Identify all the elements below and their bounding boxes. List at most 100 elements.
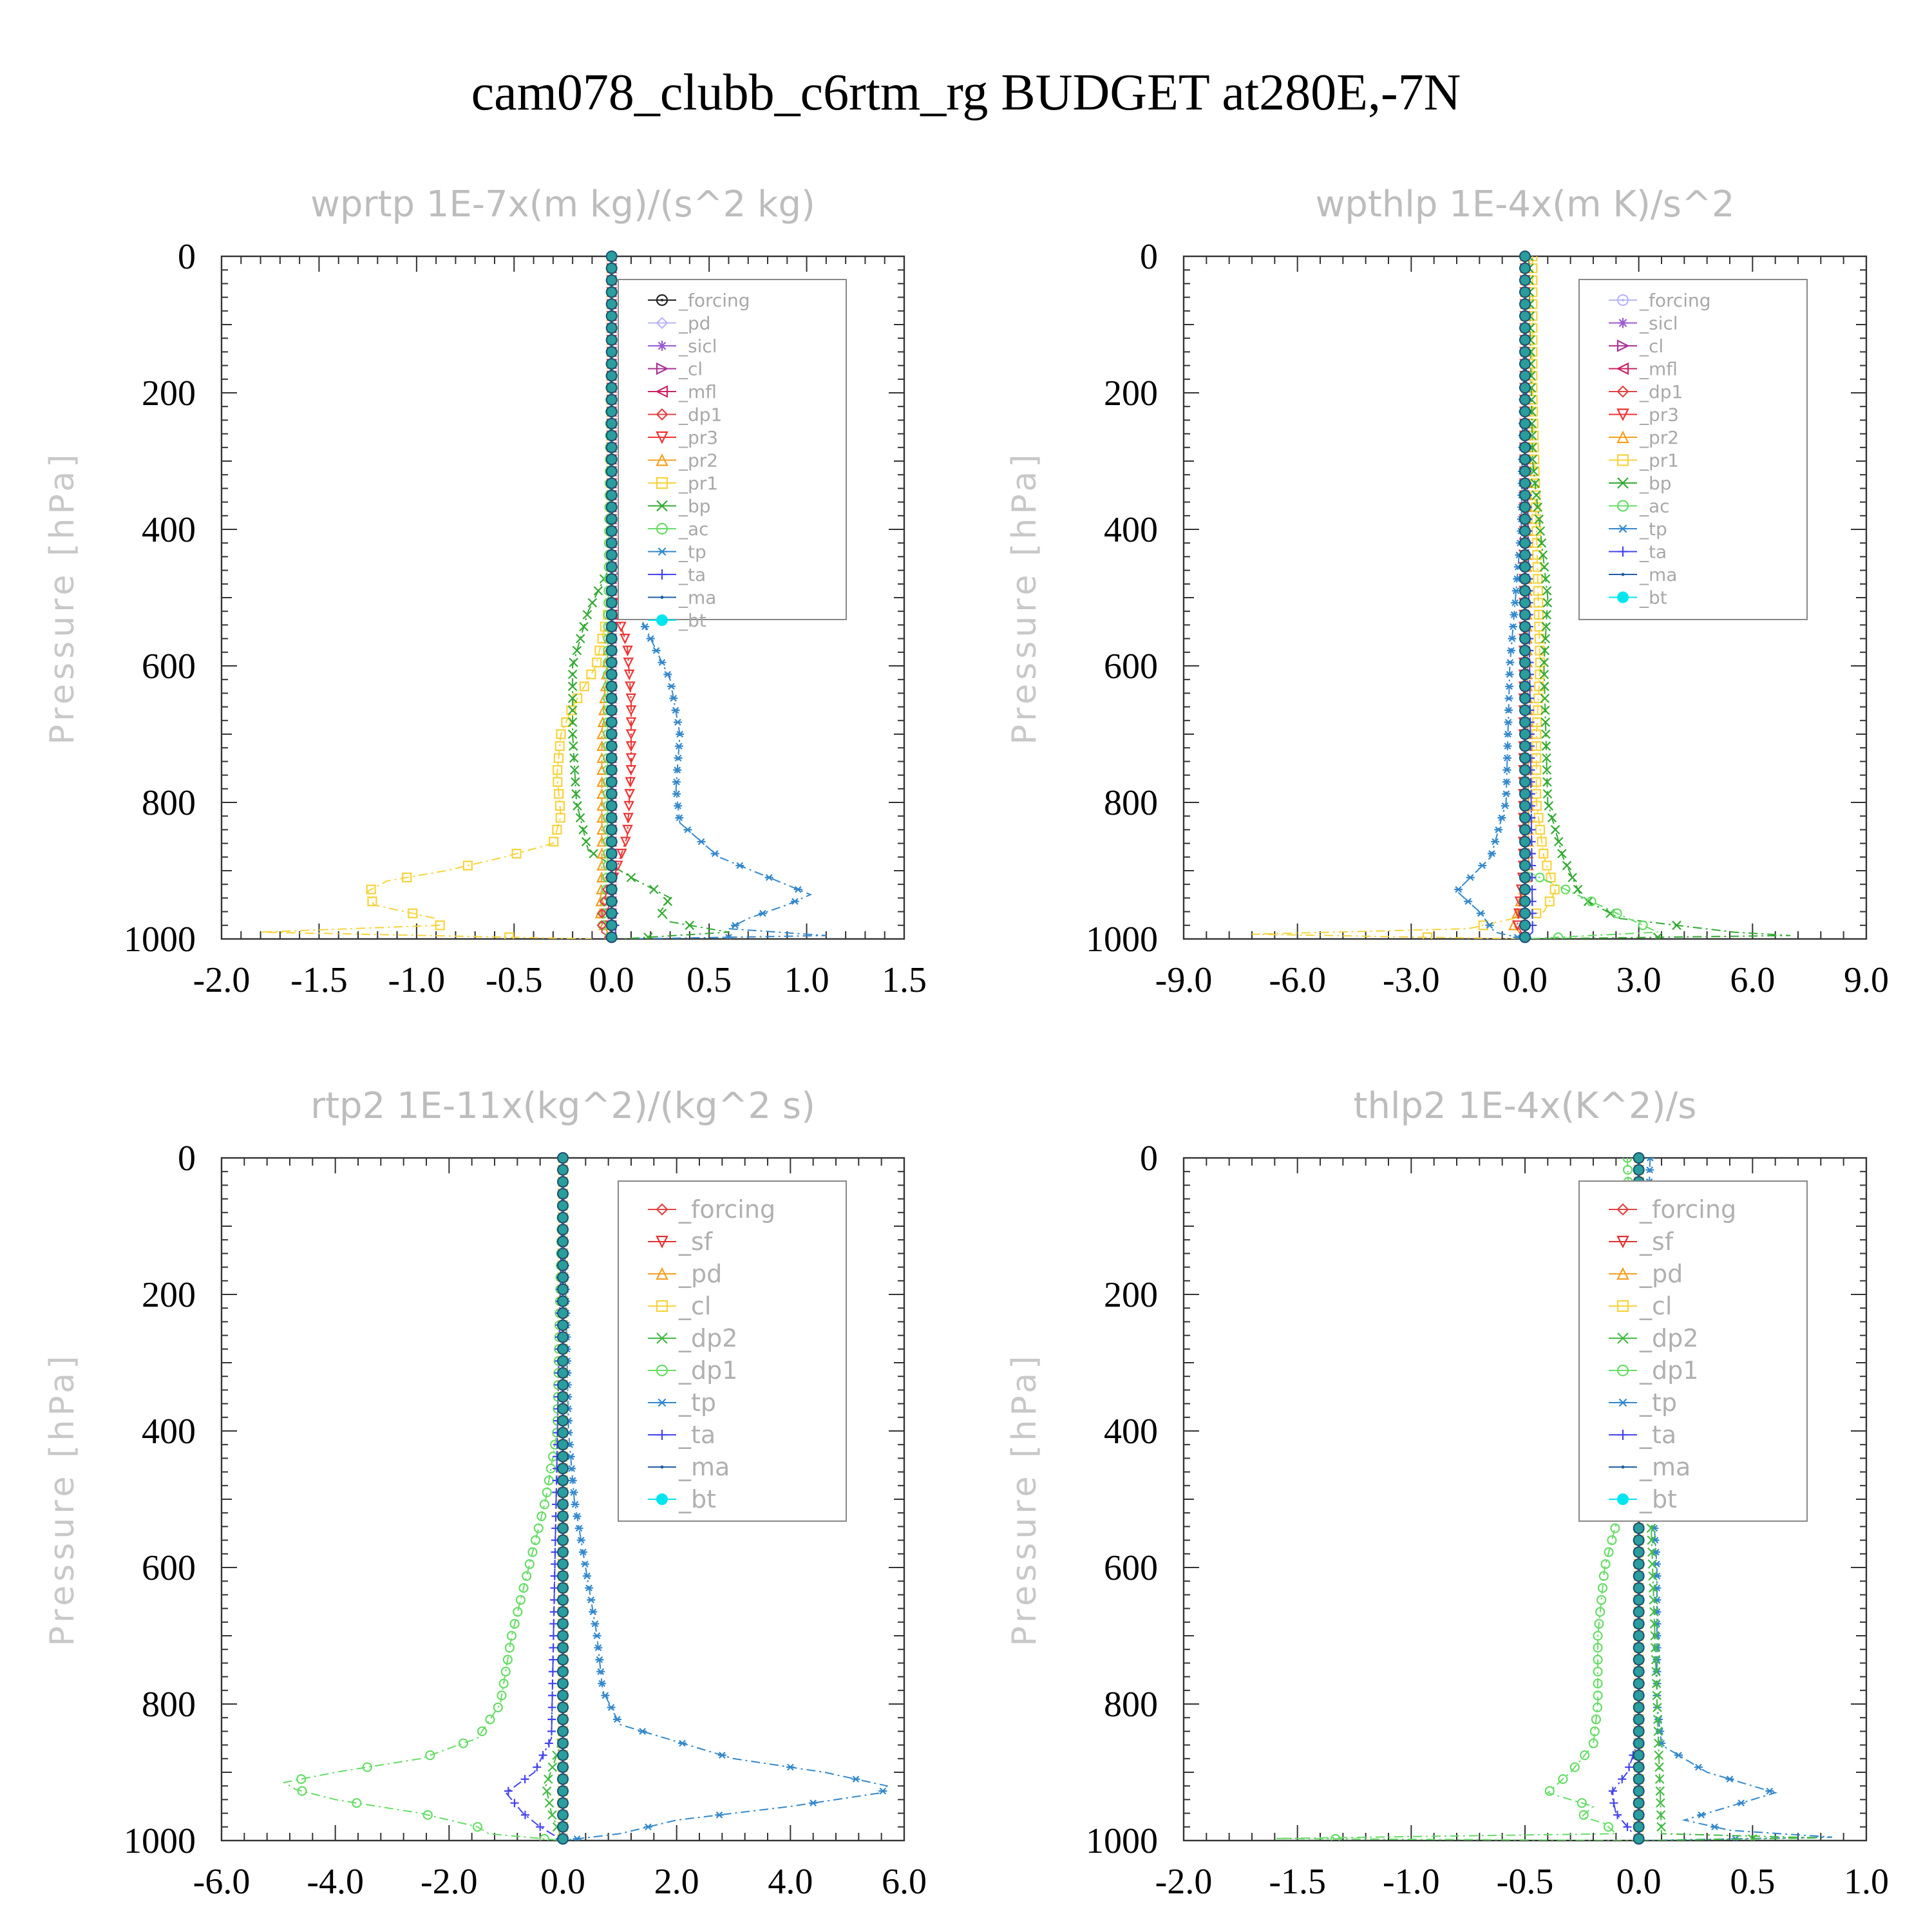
marker-dp2 (1646, 1523, 1656, 1533)
marker-tp (674, 754, 683, 762)
zero-marker (557, 1391, 569, 1403)
marker-tp (574, 1524, 583, 1532)
marker-bp (1542, 753, 1551, 763)
marker-tp (1497, 814, 1506, 822)
legend-label: _bp (678, 496, 711, 517)
marker-tp (1504, 706, 1513, 714)
x-tick-label: -0.5 (486, 960, 543, 1000)
y-tick-label: 1000 (124, 920, 196, 960)
x-tick-label: 0.5 (1730, 1862, 1775, 1902)
legend-label: _bt (678, 610, 706, 631)
marker-bp (1553, 837, 1564, 847)
marker-dp2 (1653, 1738, 1663, 1748)
marker-bp (1540, 681, 1549, 692)
marker-pr1 (1534, 633, 1544, 644)
marker-pr2 (598, 704, 609, 715)
zero-marker (605, 393, 618, 406)
legend-label: _dp2 (1639, 1324, 1698, 1352)
marker-dp2 (1648, 1583, 1658, 1593)
marker-tp (675, 814, 684, 822)
marker-ac (533, 1523, 544, 1533)
marker-dp2 (1653, 1703, 1662, 1712)
zero-marker (557, 1713, 569, 1725)
marker-ta (548, 1679, 557, 1688)
legend-marker-6 (1616, 430, 1629, 444)
marker-bp (1539, 669, 1549, 679)
zero-marker (605, 728, 618, 740)
marker-bp (575, 813, 585, 823)
legend-label: _cl (678, 359, 703, 380)
zero-marker (605, 848, 618, 860)
zero-marker (605, 788, 618, 800)
marker-pr1 (1542, 860, 1552, 871)
series-line-ta (505, 1158, 564, 1841)
legend-marker-0 (1616, 294, 1629, 307)
marker-dp2 (1654, 1774, 1665, 1784)
marker-dp2 (1647, 1547, 1657, 1557)
y-axis-label: Pressure [hPa] (1005, 1352, 1044, 1647)
marker-ta (1625, 1763, 1634, 1772)
marker-pr1 (554, 789, 564, 799)
legend-label: _sf (678, 1227, 714, 1256)
zero-marker (1519, 251, 1531, 262)
series-line-dp1 (601, 256, 612, 939)
marker-pr1 (1535, 824, 1546, 835)
legend-label: _forcing (1639, 290, 1711, 311)
zero-marker (557, 1271, 569, 1283)
legend-marker-5 (1616, 408, 1629, 421)
marker-tp (595, 1656, 604, 1663)
zero-marker (1519, 489, 1531, 501)
marker-bp (571, 777, 580, 787)
legend-label: _bp (1639, 473, 1672, 494)
marker-ac (1588, 1738, 1598, 1748)
marker-pr3 (624, 789, 636, 800)
legend-marker-3 (1616, 362, 1629, 375)
marker-tp (638, 1728, 647, 1735)
marker-ac (422, 1810, 433, 1820)
marker-pr1 (1422, 932, 1433, 939)
y-tick-label: 400 (142, 510, 196, 550)
legend-label: _pd (1639, 1260, 1683, 1288)
zero-marker (1633, 1618, 1645, 1630)
marker-ac (1586, 896, 1596, 907)
zero-marker (605, 322, 618, 334)
marker-tp (598, 1680, 607, 1687)
marker-pr1 (1533, 574, 1543, 584)
x-ticks: -2.0 -1.5 -1.0 -0.5 0.0 0.5 1.0 1.5 (193, 256, 927, 1000)
zero-marker (1519, 357, 1531, 370)
marker-tp (1464, 898, 1473, 905)
zero-marker (557, 1797, 569, 1809)
legend-label: _bt (678, 1485, 716, 1513)
zero-marker (1519, 346, 1531, 358)
zero-marker (557, 1773, 569, 1785)
marker-ac (498, 1678, 509, 1689)
marker-ac (524, 1559, 535, 1569)
zero-marker (1519, 561, 1531, 573)
zero-marker (557, 1522, 569, 1535)
marker-pr1 (1533, 585, 1543, 596)
zero-marker (557, 1809, 569, 1821)
marker-ta (550, 1595, 559, 1604)
marker-ac (1580, 1750, 1590, 1761)
legend-label: _pr2 (1639, 427, 1679, 448)
legend-marker-4 (1616, 385, 1629, 398)
marker-tp (1505, 670, 1514, 678)
marker-tp (1725, 1776, 1734, 1783)
zero-marker (1633, 1605, 1645, 1618)
panel-title: wpthlp 1E-4x(m K)/s^2 (1315, 184, 1734, 225)
x-tick-label: -0.5 (1497, 1862, 1554, 1902)
marker-tp (601, 1692, 610, 1700)
zero-marker (557, 1307, 569, 1320)
marker-pr1 (579, 681, 589, 692)
x-tick-label: 1.0 (784, 960, 829, 1000)
marker-pr1 (553, 753, 564, 763)
marker-pr1 (553, 777, 563, 787)
legend-label: _ma (1639, 1453, 1690, 1481)
legend: _forcing _sf _pd _cl _dp2 _dp1 _tp _ta _ma _bt (1578, 1180, 1808, 1522)
y-tick-label: 600 (142, 647, 196, 687)
marker-pr1 (553, 765, 563, 775)
panel-title: thlp2 1E-4x(K^2)/s (1354, 1085, 1697, 1127)
marker-pr3 (625, 753, 637, 764)
marker-ac (509, 1618, 520, 1629)
marker-pr1 (1539, 848, 1549, 859)
